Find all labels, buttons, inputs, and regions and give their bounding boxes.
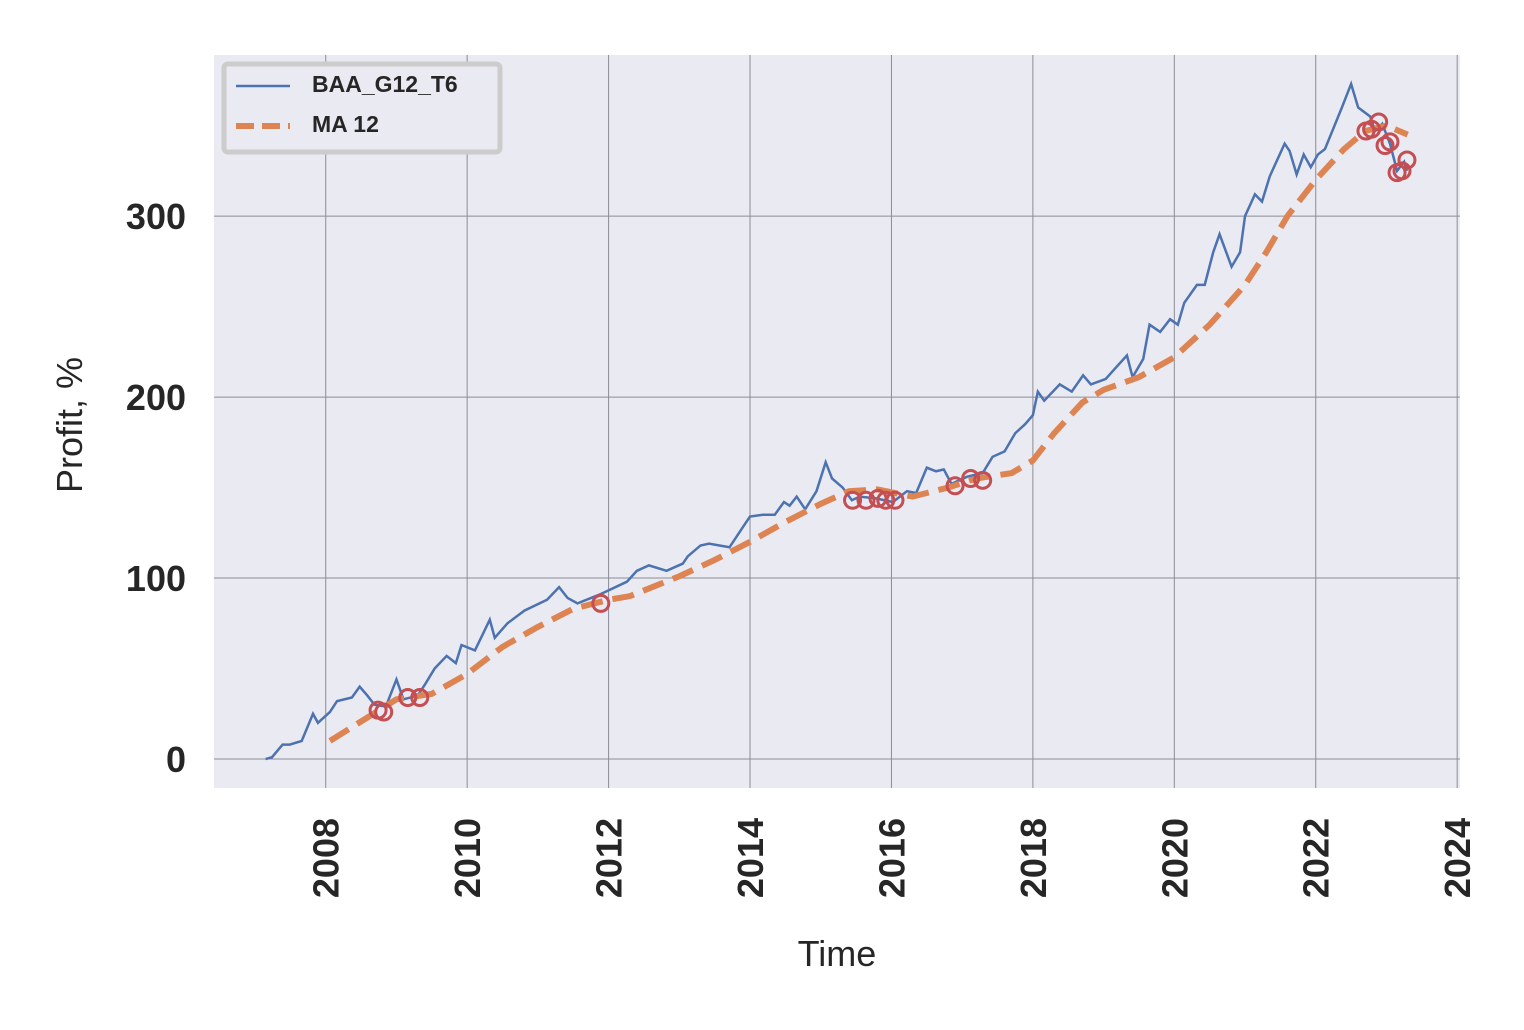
marker — [973, 470, 993, 490]
marker — [1369, 112, 1389, 132]
marker — [398, 688, 418, 708]
x-tick-label: 2022 — [1296, 818, 1337, 898]
marker — [591, 593, 611, 613]
x-tick-label: 2018 — [1013, 818, 1054, 898]
marker — [856, 490, 876, 510]
legend-box — [221, 61, 503, 155]
x-tick-label: 2008 — [306, 818, 347, 898]
x-tick-label: 2010 — [447, 818, 488, 898]
y-tick-label: 0 — [166, 739, 186, 780]
y-tick-label: 300 — [126, 196, 186, 237]
legend-label: BAA_G12_T6 — [312, 71, 458, 97]
marker — [1392, 161, 1412, 181]
y-tick-label: 100 — [126, 558, 186, 599]
x-tick-label: 2014 — [730, 818, 771, 898]
marker — [885, 490, 905, 510]
x-tick-label: 2024 — [1437, 818, 1478, 898]
x-tick-label: 2016 — [871, 818, 912, 898]
x-tick-label: 2020 — [1154, 818, 1195, 898]
plot-area — [214, 55, 1460, 788]
y-axis-label: Profit, % — [49, 357, 90, 493]
marker — [876, 490, 896, 510]
legend-label: MA 12 — [312, 111, 379, 137]
x-axis-label: Time — [798, 933, 877, 974]
y-tick-label: 200 — [126, 377, 186, 418]
marker — [1397, 150, 1417, 170]
marker — [961, 469, 981, 489]
marker — [945, 476, 965, 496]
marker — [1380, 132, 1400, 152]
marker — [410, 688, 430, 708]
marker — [374, 702, 394, 722]
marker — [843, 490, 863, 510]
x-tick-label: 2012 — [589, 818, 630, 898]
